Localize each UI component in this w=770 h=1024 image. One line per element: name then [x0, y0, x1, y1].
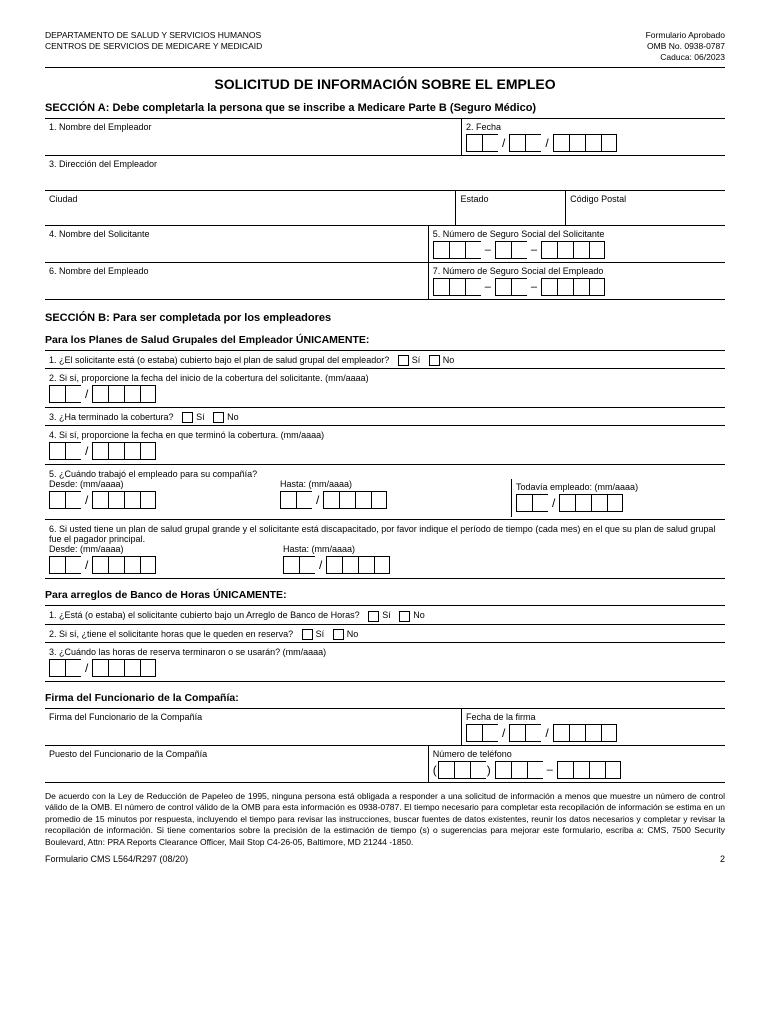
- q5-still-input[interactable]: /: [516, 494, 717, 512]
- sig-date-input[interactable]: / /: [466, 724, 721, 742]
- hb-question-2: 2. Si sí, ¿tiene el solicitante horas qu…: [45, 624, 725, 642]
- applicant-name-input[interactable]: [49, 239, 424, 259]
- form-number: Formulario CMS L564/R297 (08/20): [45, 854, 188, 864]
- question-2: 2. Si sí, proporcione la fecha del inici…: [45, 368, 725, 407]
- hb1-no-checkbox[interactable]: [399, 611, 410, 622]
- q4-date-input[interactable]: /: [49, 442, 721, 460]
- employer-name-input[interactable]: [49, 132, 457, 152]
- employer-address-input[interactable]: [49, 169, 721, 189]
- applicant-ssn-input[interactable]: – –: [433, 241, 721, 259]
- to-label: Hasta: (mm/aaaa): [280, 479, 481, 489]
- employee-name-label: 6. Nombre del Empleado: [49, 266, 424, 276]
- group-health-subheading: Para los Planes de Salud Grupales del Em…: [45, 334, 725, 346]
- q5-from-input[interactable]: /: [49, 491, 250, 509]
- question-3: 3. ¿Ha terminado la cobertura? Sí No: [45, 407, 725, 425]
- hb1-yes-checkbox[interactable]: [368, 611, 379, 622]
- hb2-yes-checkbox[interactable]: [302, 629, 313, 640]
- sig-date-label: Fecha de la firma: [466, 712, 721, 722]
- employer-address-label: 3. Dirección del Empleador: [49, 159, 721, 169]
- date-label: 2. Fecha: [466, 122, 721, 132]
- hour-bank-subheading: Para arreglos de Banco de Horas ÚNICAMEN…: [45, 589, 725, 601]
- q1-no-checkbox[interactable]: [429, 355, 440, 366]
- hb-question-3: 3. ¿Cuándo las horas de reserva terminar…: [45, 642, 725, 681]
- city-input[interactable]: [49, 204, 451, 224]
- q6-to-input[interactable]: /: [283, 556, 487, 574]
- form-title: SOLICITUD DE INFORMACIÓN SOBRE EL EMPLEO: [45, 76, 725, 92]
- q2-date-input[interactable]: /: [49, 385, 721, 403]
- from-label: Desde: (mm/aaaa): [49, 479, 250, 489]
- q6-to-label: Hasta: (mm/aaaa): [283, 544, 487, 554]
- zip-label: Código Postal: [570, 194, 721, 204]
- q1-yes-checkbox[interactable]: [398, 355, 409, 366]
- centers-name: CENTROS DE SERVICIOS DE MEDICARE Y MEDIC…: [45, 41, 262, 52]
- section-a-heading: SECCIÓN A: Debe completarla la persona q…: [45, 102, 725, 114]
- phone-input[interactable]: ( ) –: [433, 761, 721, 779]
- city-label: Ciudad: [49, 194, 451, 204]
- hb3-date-input[interactable]: /: [49, 659, 721, 677]
- signature-input[interactable]: [49, 722, 457, 742]
- position-input[interactable]: [49, 759, 424, 779]
- page-footer: Formulario CMS L564/R297 (08/20) 2: [45, 854, 725, 864]
- position-label: Puesto del Funcionario de la Compañía: [49, 749, 424, 759]
- header-rule: [45, 67, 725, 68]
- q3-yes-checkbox[interactable]: [182, 412, 193, 423]
- state-label: Estado: [460, 194, 561, 204]
- question-5: 5. ¿Cuándo trabajó el empleado para su c…: [45, 464, 725, 519]
- hb2-no-checkbox[interactable]: [333, 629, 344, 640]
- paperwork-disclaimer: De acuerdo con la Ley de Reducción de Pa…: [45, 791, 725, 848]
- phone-label: Número de teléfono: [433, 749, 721, 759]
- question-4: 4. Si sí, proporcione la fecha en que te…: [45, 425, 725, 464]
- signature-label: Firma del Funcionario de la Compañía: [49, 712, 457, 722]
- form-header: DEPARTAMENTO DE SALUD Y SERVICIOS HUMANO…: [45, 30, 725, 63]
- expires: Caduca: 06/2023: [646, 52, 725, 63]
- omb-number: OMB No. 0938-0787: [646, 41, 725, 52]
- page-number: 2: [720, 854, 725, 864]
- date-input[interactable]: / /: [466, 134, 721, 152]
- question-1: 1. ¿El solicitante está (o estaba) cubie…: [45, 350, 725, 368]
- employee-name-input[interactable]: [49, 276, 424, 296]
- question-6: 6. Si usted tiene un plan de salud grupa…: [45, 519, 725, 578]
- still-employed-label: Todavía empleado: (mm/aaaa): [516, 482, 717, 492]
- hb-question-1: 1. ¿Está (o estaba) el solicitante cubie…: [45, 605, 725, 623]
- q6-from-input[interactable]: /: [49, 556, 253, 574]
- employer-name-label: 1. Nombre del Empleador: [49, 122, 457, 132]
- signature-subheading: Firma del Funcionario de la Compañía:: [45, 692, 725, 704]
- applicant-ssn-label: 5. Número de Seguro Social del Solicitan…: [433, 229, 721, 239]
- q5-to-input[interactable]: /: [280, 491, 481, 509]
- q6-from-label: Desde: (mm/aaaa): [49, 544, 253, 554]
- q3-no-checkbox[interactable]: [213, 412, 224, 423]
- form-approved: Formulario Aprobado: [646, 30, 725, 41]
- dept-name: DEPARTAMENTO DE SALUD Y SERVICIOS HUMANO…: [45, 30, 262, 41]
- employee-ssn-label: 7. Número de Seguro Social del Empleado: [433, 266, 721, 276]
- section-b-heading: SECCIÓN B: Para ser completada por los e…: [45, 312, 725, 324]
- applicant-name-label: 4. Nombre del Solicitante: [49, 229, 424, 239]
- employee-ssn-input[interactable]: – –: [433, 278, 721, 296]
